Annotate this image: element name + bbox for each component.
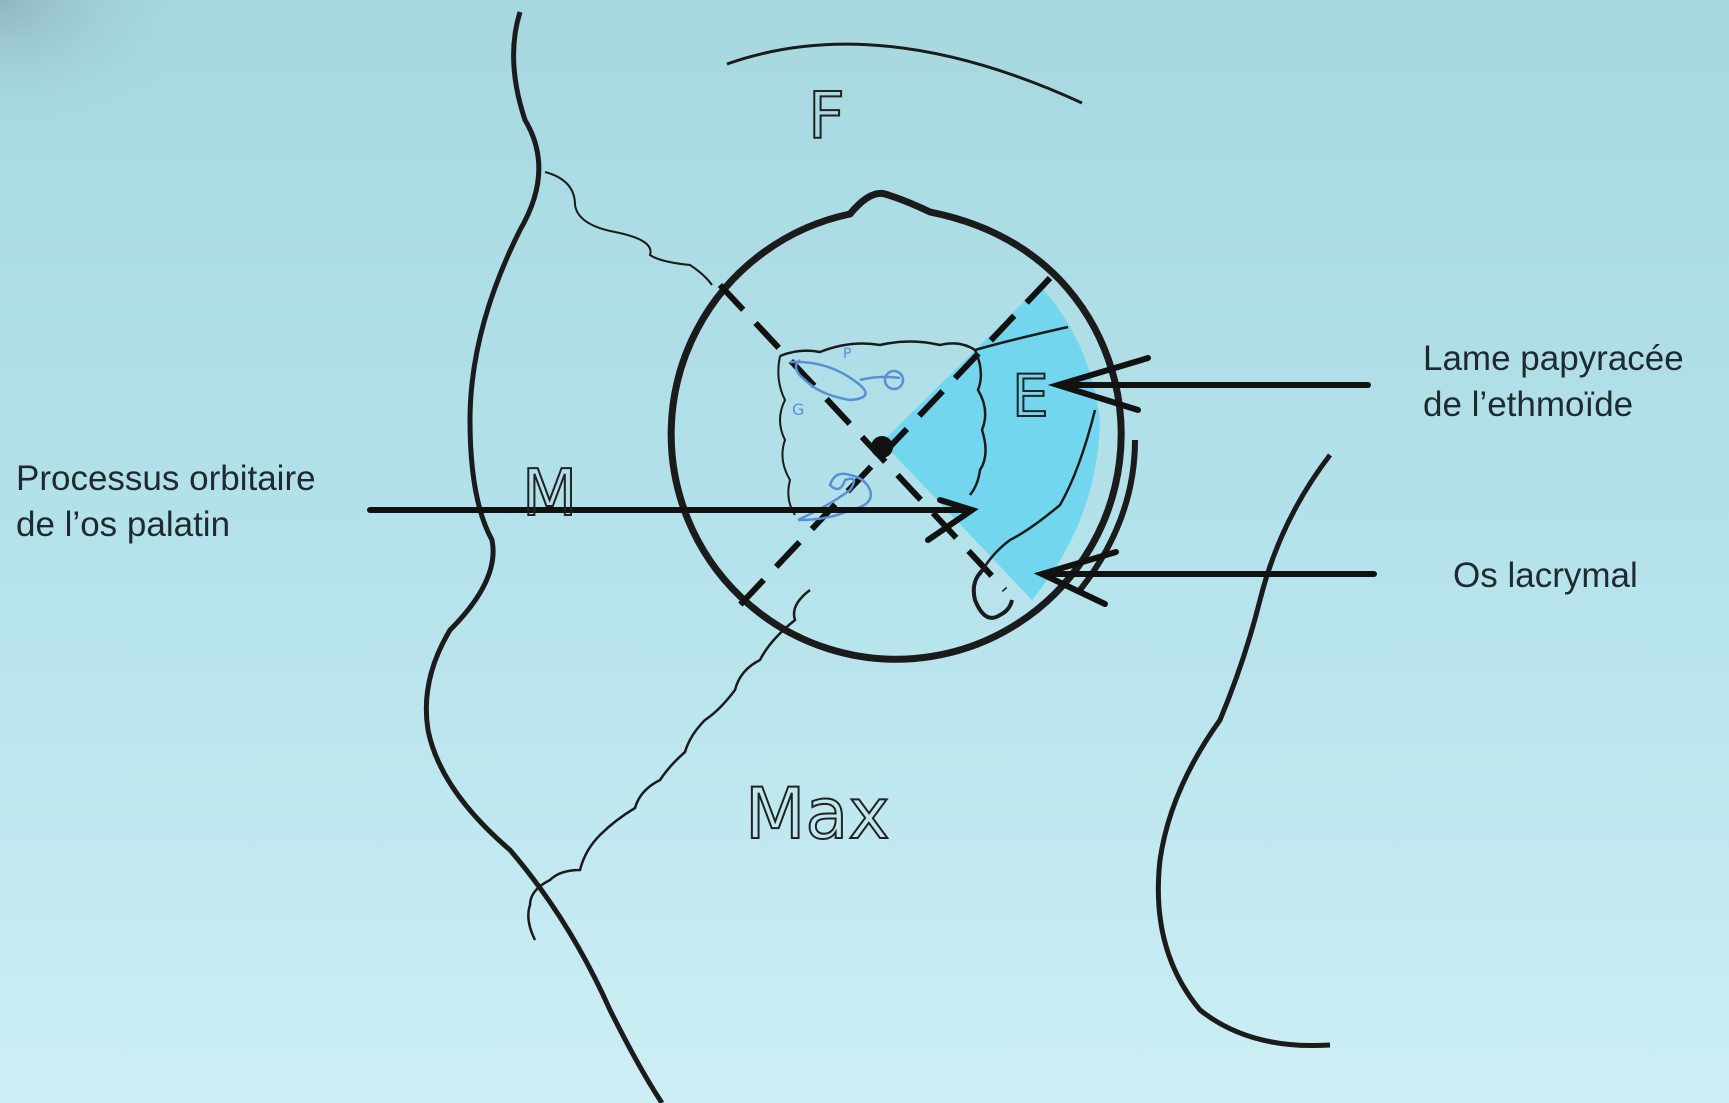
ethmoid-letter: E — [1012, 362, 1049, 430]
face-contour-right — [1155, 453, 1332, 1049]
palatine-mark: G — [792, 400, 804, 419]
palatine-boundary — [777, 355, 796, 516]
arrow-palatin — [367, 497, 979, 543]
palatine-blue-mark — [789, 359, 901, 402]
highlight-region — [882, 286, 1100, 600]
malar-letter: M — [522, 457, 577, 531]
label-lacrymal: Os lacrymal — [1453, 553, 1638, 599]
label-ethmoide-line2: de l’ethmoïde — [1423, 385, 1634, 424]
label-palatin-line1: Processus orbitaire — [16, 459, 316, 498]
frontal-arc — [726, 42, 1083, 105]
palatine-blue-circle — [883, 369, 905, 391]
suture-malar-maxillary — [527, 589, 811, 941]
label-palatin: Processus orbitaire de l’os palatin — [16, 456, 316, 548]
label-palatin-line2: de l’os palatin — [16, 505, 231, 544]
arrow-ethmoide — [1047, 355, 1371, 413]
center-dot — [871, 436, 893, 458]
small-mark: P — [843, 346, 851, 362]
suture-frontal-malar — [544, 171, 713, 286]
label-ethmoide: Lame papyracée de l’ethmoïde — [1423, 336, 1684, 428]
arrow-lacrymal — [1033, 549, 1377, 607]
frontal-letter: F — [808, 80, 845, 154]
dashed-diagonal-2 — [735, 275, 1053, 610]
lacrymal-hook — [971, 566, 1014, 620]
orbit-rim — [667, 189, 1125, 663]
dashed-diagonal-1 — [717, 282, 1008, 593]
ethmoid-inner-line — [974, 325, 1097, 576]
maxillary-label: Max — [745, 773, 890, 855]
face-contour-left — [423, 11, 665, 1103]
label-lacrymal-text: Os lacrymal — [1453, 556, 1638, 595]
label-ethmoide-line1: Lame papyracée — [1423, 339, 1684, 378]
background-shade — [0, 0, 600, 400]
